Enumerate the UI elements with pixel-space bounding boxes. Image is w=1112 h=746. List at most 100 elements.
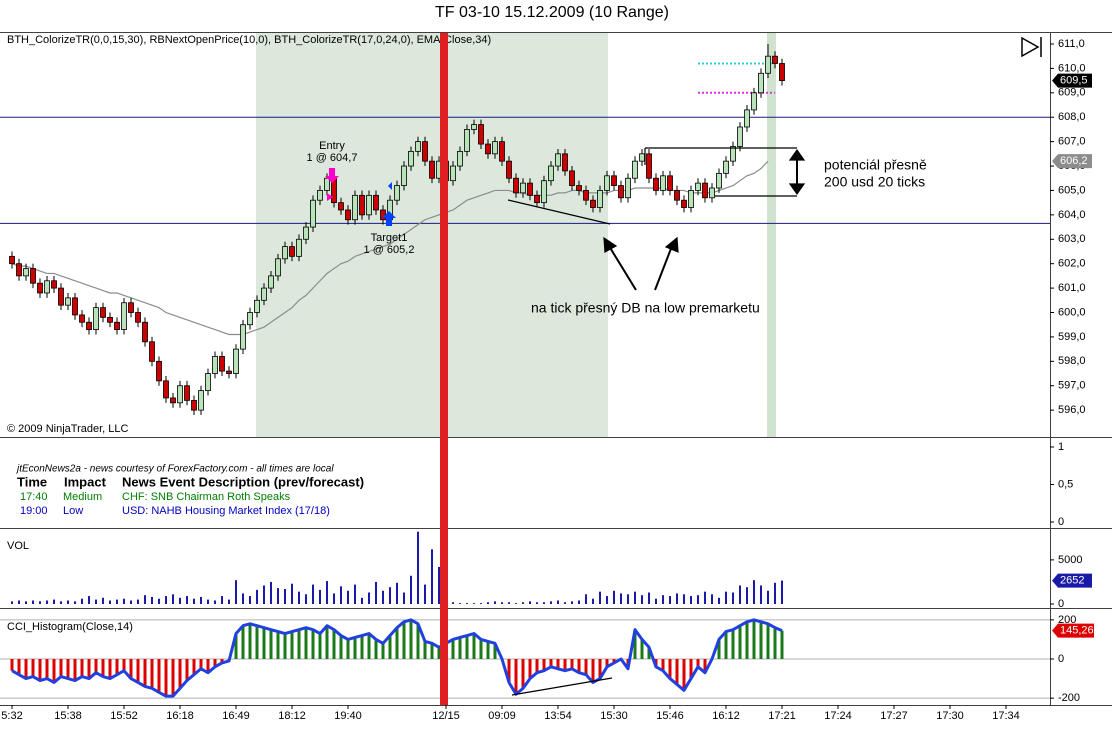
candle-body <box>730 146 736 162</box>
x-tick-label: 15:46 <box>656 710 684 722</box>
volume-bar <box>382 590 384 604</box>
cci-bar <box>353 637 357 659</box>
volume-bar <box>18 600 20 604</box>
volume-bar <box>564 602 566 604</box>
y-tick-label: 609,0 <box>1058 87 1086 99</box>
note: 200 usd 20 ticks <box>824 174 925 190</box>
candle-body <box>303 226 309 240</box>
x-tick-label: 15:52 <box>110 710 138 722</box>
news-source: jtEconNews2a - news courtesy of ForexFac… <box>15 464 334 475</box>
cci-bar <box>346 639 350 659</box>
volume-bar <box>109 600 111 604</box>
volume-bar <box>718 597 720 604</box>
cci-bar <box>290 631 294 659</box>
candle-body <box>114 321 120 330</box>
cci-bar <box>59 659 63 677</box>
value-marker <box>1052 623 1094 638</box>
candle-body <box>604 175 610 191</box>
candle-body <box>555 153 561 167</box>
volume-bar <box>515 603 517 604</box>
candle-body <box>282 246 288 260</box>
candle-body <box>485 143 491 155</box>
candle-body <box>758 72 764 94</box>
cci-bar <box>647 647 651 659</box>
cci-bar <box>304 627 308 659</box>
volume-bar <box>319 589 321 604</box>
candle-body <box>639 153 645 162</box>
candle-body <box>366 194 372 216</box>
cci-bar <box>45 659 49 679</box>
price-marker-label: 606,2 <box>1060 155 1088 167</box>
cci-bar <box>255 625 259 659</box>
cci-bar <box>220 659 224 663</box>
cci-bar <box>17 659 21 675</box>
volume-bar <box>578 600 580 604</box>
candle-body <box>163 380 169 399</box>
candle-body <box>492 141 498 155</box>
target-fill: 1 @ 605,2 <box>364 244 415 256</box>
cci-bar <box>535 659 539 673</box>
y-tick-label: 611,0 <box>1058 38 1085 50</box>
candle-body <box>324 177 330 191</box>
candle-body <box>541 180 547 204</box>
cci-bar <box>24 659 28 679</box>
volume-bar <box>501 602 503 604</box>
arrow-head <box>788 183 806 196</box>
candle-body <box>191 399 197 411</box>
candle-body <box>65 297 71 306</box>
arrow-head <box>788 148 806 161</box>
volume-bar <box>130 600 132 604</box>
volume-bar <box>536 602 538 604</box>
panel-frames <box>0 32 1112 706</box>
cci-bar <box>213 659 217 667</box>
play-button[interactable] <box>1021 36 1042 58</box>
volume-bar <box>648 592 650 604</box>
cci-bar <box>612 659 616 663</box>
candle-body <box>513 177 519 194</box>
cci-bar <box>682 659 686 691</box>
candle-body <box>100 307 106 318</box>
cci-bar <box>276 631 280 659</box>
y-tick-label: 200 <box>1058 614 1076 626</box>
candle-body <box>751 92 757 111</box>
candle-body <box>198 390 204 411</box>
candle-body <box>345 209 351 221</box>
cci-bar <box>598 659 602 679</box>
cci-bar <box>591 659 595 683</box>
volume-bar <box>438 566 440 604</box>
cci-bar <box>199 659 203 669</box>
volume-bar <box>312 584 314 604</box>
candle-body <box>289 246 295 257</box>
news-header: Time <box>17 474 47 489</box>
cci-bar <box>367 633 371 659</box>
volume-bar <box>452 602 454 604</box>
candle-body <box>471 124 477 130</box>
volume-bar <box>424 584 426 604</box>
candle-body <box>667 175 673 191</box>
volume-bar <box>529 601 531 604</box>
candle-body <box>58 287 64 306</box>
volume-bar <box>137 599 139 604</box>
candle-body <box>527 182 533 196</box>
x-tick-label: 17:30 <box>936 710 964 722</box>
cci-bar <box>696 659 700 667</box>
cci-bar <box>458 637 462 659</box>
volume-bar <box>585 594 587 604</box>
volume-bar <box>403 592 405 604</box>
annotations <box>325 147 806 696</box>
candle-body <box>520 182 526 194</box>
candle-body <box>226 370 232 374</box>
volume-bar <box>368 592 370 604</box>
cci-bar <box>745 621 749 659</box>
volume-bar <box>634 591 636 604</box>
volume-bar <box>263 585 265 604</box>
cci-bar <box>514 659 518 695</box>
candle-body <box>205 373 211 392</box>
volume-bar <box>172 594 174 604</box>
y-tick-label: 600,0 <box>1058 306 1086 318</box>
candle-body <box>51 280 57 289</box>
volume-bar <box>753 580 755 604</box>
candle-body <box>233 348 239 374</box>
volume-bar <box>158 598 160 604</box>
cci-bar <box>52 659 56 683</box>
